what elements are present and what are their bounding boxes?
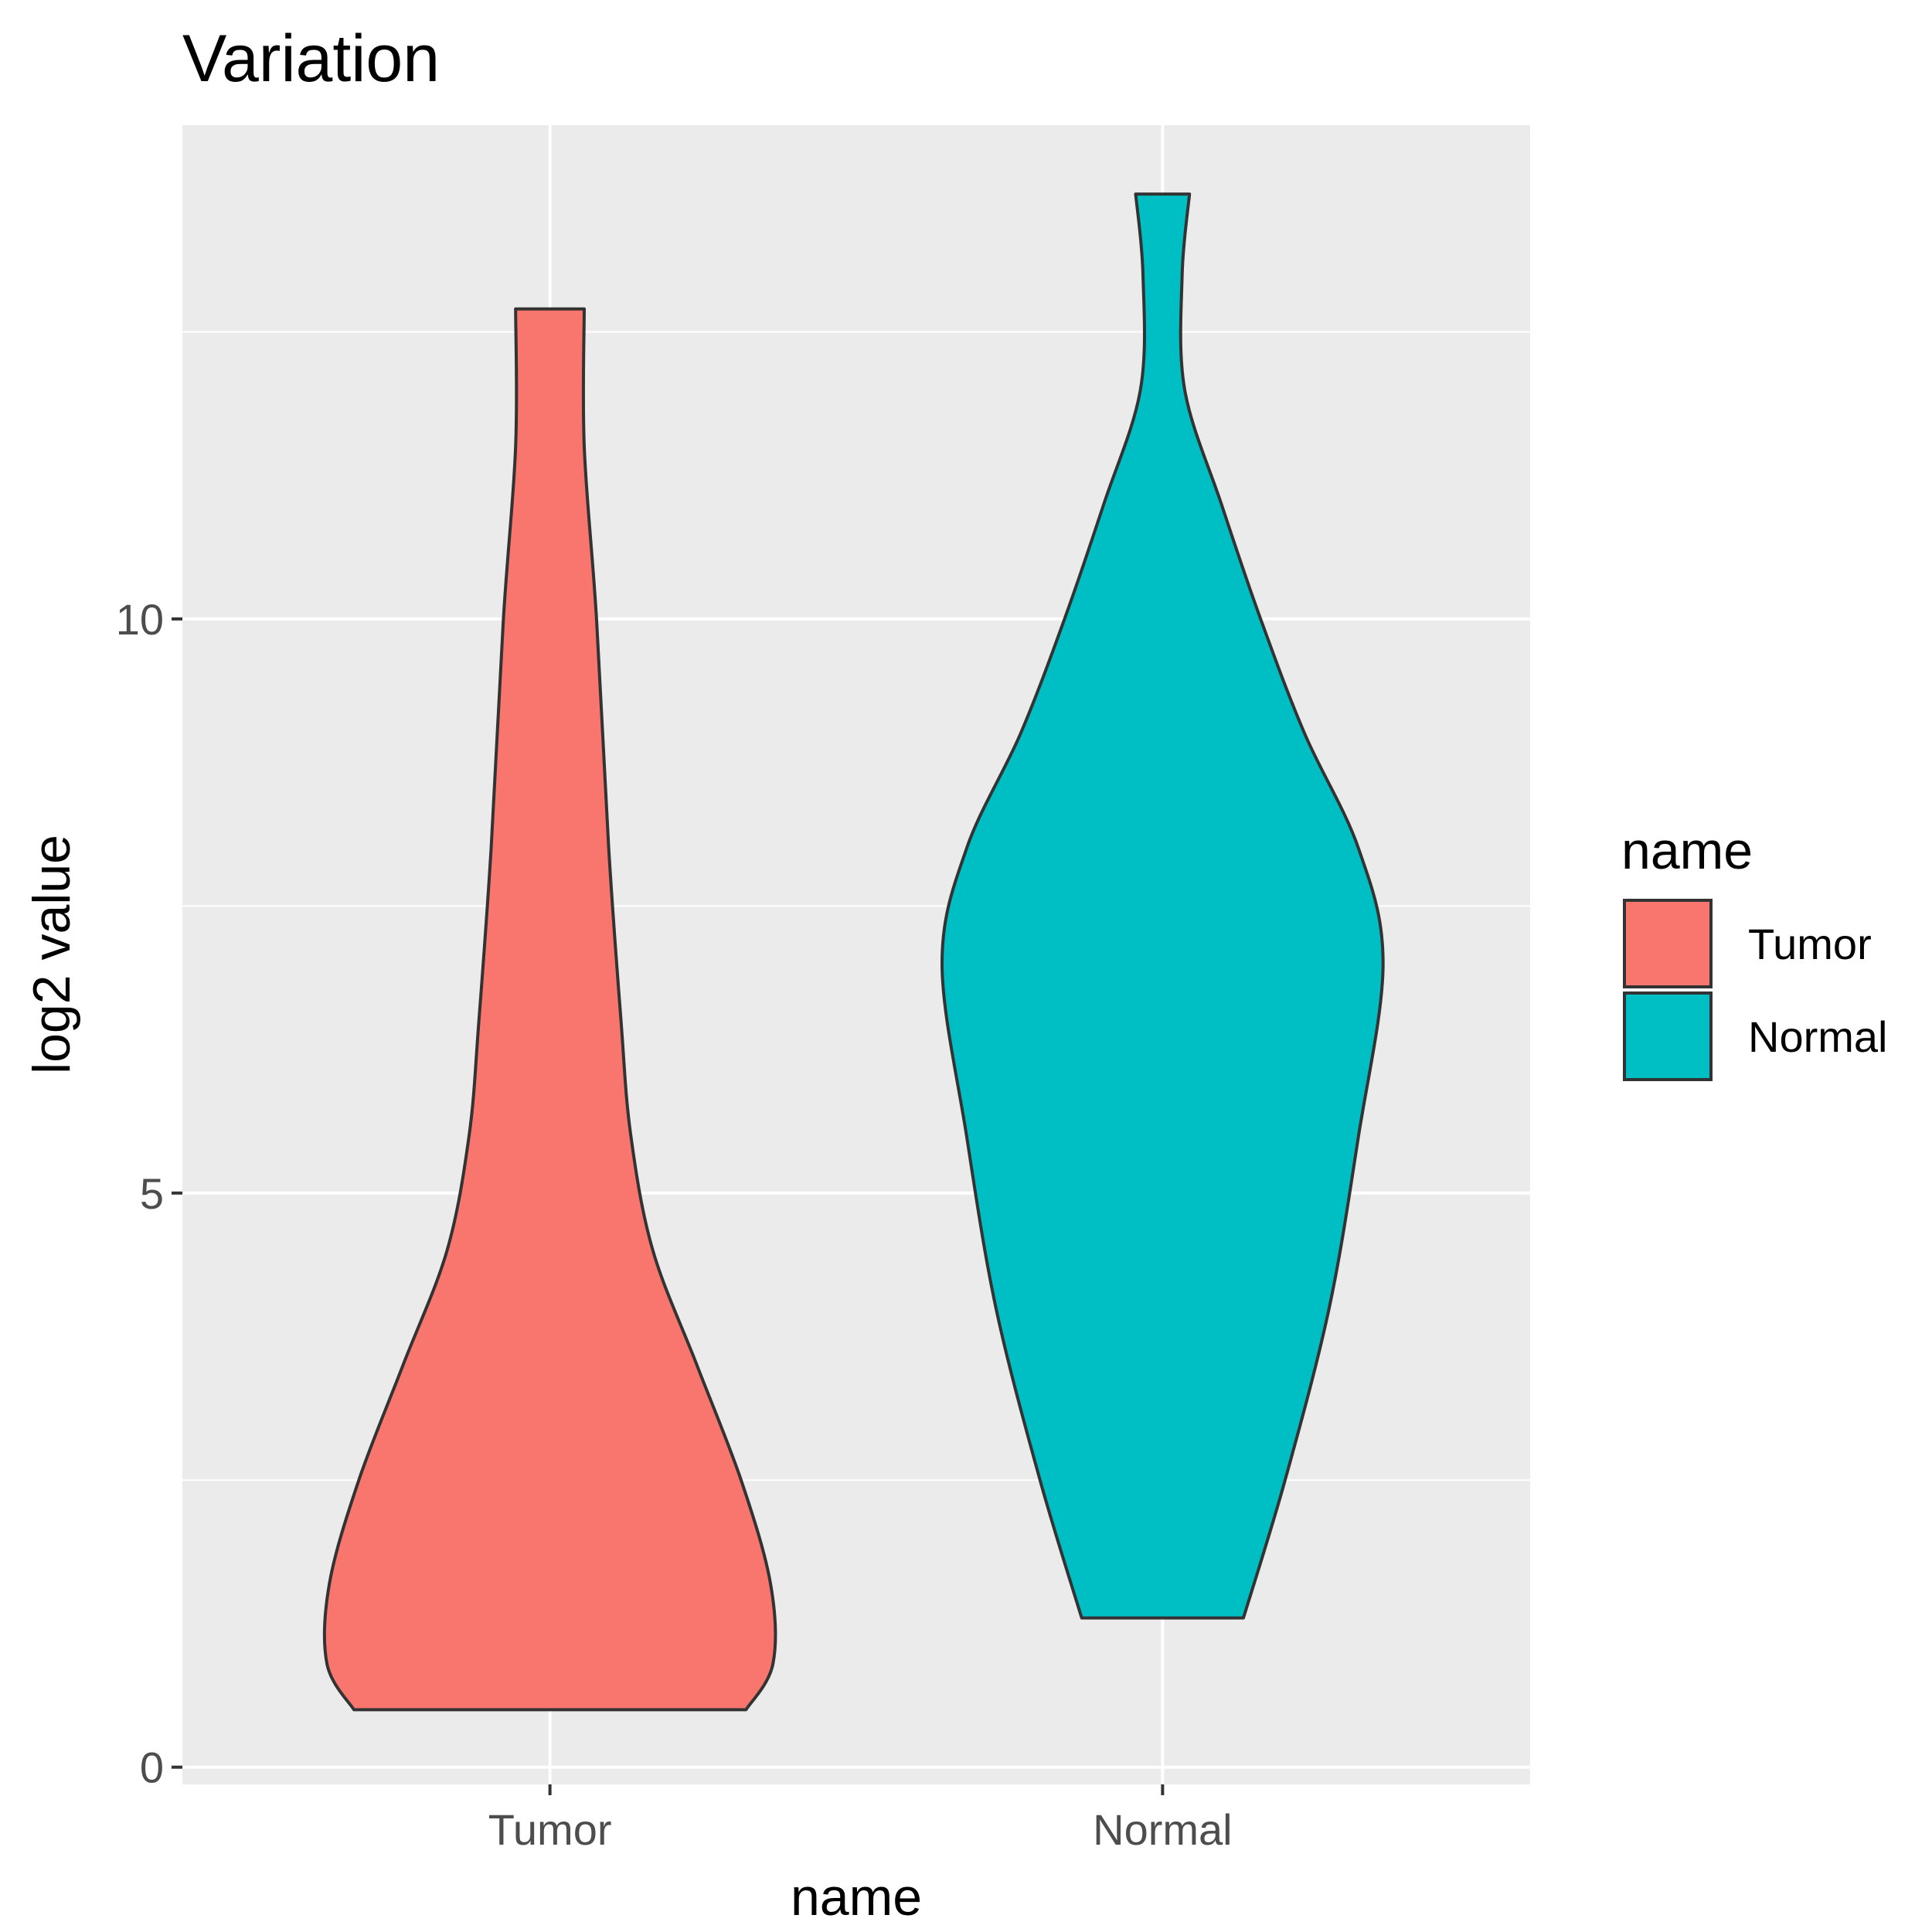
x-tick-label: Tumor xyxy=(488,1805,612,1854)
x-tick-label: Normal xyxy=(1093,1805,1232,1854)
chart-title: Variation xyxy=(182,22,440,96)
legend-items: Tumor Normal xyxy=(1623,899,1887,1081)
legend-title: name xyxy=(1621,821,1753,880)
y-tick-label: 5 xyxy=(140,1169,164,1218)
y-tick-label: 10 xyxy=(116,595,164,644)
plot-panel xyxy=(182,125,1530,1784)
y-axis: 0 5 10 xyxy=(116,595,182,1792)
x-axis: Tumor Normal xyxy=(488,1784,1233,1854)
violin-normal xyxy=(940,192,1385,1620)
legend-key-normal xyxy=(1623,992,1713,1081)
y-axis-title: log2 value xyxy=(22,835,81,1074)
y-tick-label: 0 xyxy=(140,1743,164,1792)
legend: name Tumor Normal xyxy=(1621,821,1887,1081)
violin-tumor xyxy=(322,307,777,1712)
legend-key-tumor xyxy=(1623,899,1713,988)
legend-label-normal: Normal xyxy=(1748,1012,1887,1061)
x-axis-title: name xyxy=(791,1868,922,1927)
legend-label-tumor: Tumor xyxy=(1748,920,1872,968)
violins xyxy=(322,192,1385,1712)
